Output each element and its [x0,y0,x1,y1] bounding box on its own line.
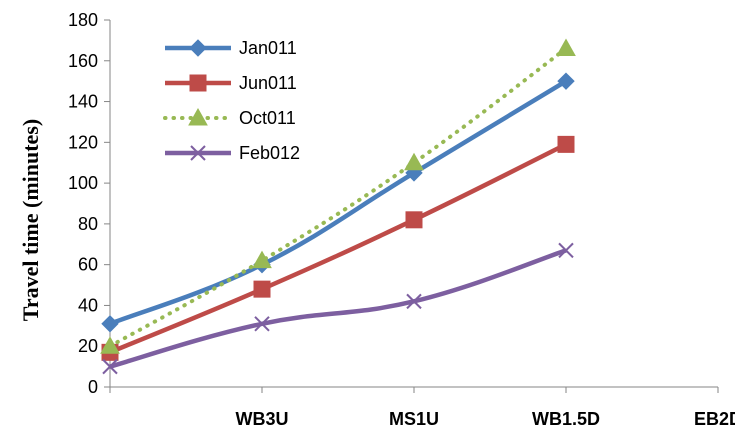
legend-entry: Jun011 [165,73,297,93]
series-line [109,142,568,355]
x-tick-labels: WB3U MS1U WB1.5D EB2D [236,409,735,429]
y-tick-label: 20 [78,336,98,356]
legend-label: Oct011 [239,108,296,128]
data-point [557,135,575,153]
data-point [404,152,424,171]
legend-label: Feb012 [239,143,300,163]
legend: Jan011 Jun011 Oct011 Feb012 [163,38,300,163]
legend-entry: Jan011 [165,38,297,58]
series-Jun011 [101,135,575,361]
y-tick-label: 40 [78,295,98,315]
series-lines [100,38,576,375]
series-line [109,79,568,326]
data-point [557,72,575,90]
legend-label: Jun011 [239,73,297,93]
legend-marker [188,107,208,126]
legend-entry: Feb012 [165,143,300,163]
series-Feb012 [102,242,574,375]
x-tick-label: WB1.5D [532,409,600,429]
series-line [109,248,567,369]
series-line [108,46,568,349]
x-tick-label: MS1U [389,409,439,429]
data-point [405,211,423,229]
y-tick-label: 120 [68,132,98,152]
x-tick-label: EB2D [694,409,735,429]
series-Oct011 [100,38,576,354]
data-point [252,250,272,269]
legend-marker [190,145,206,161]
y-tick-label: 180 [68,10,98,30]
data-point [558,242,574,259]
data-point [253,280,271,298]
data-point [406,293,422,310]
series-Jan011 [101,72,575,333]
y-tick-label: 0 [88,377,98,397]
x-tick-label: WB3U [236,409,289,429]
y-tick-label: 60 [78,255,98,275]
legend-marker [189,74,207,92]
legend-label: Jan011 [239,38,297,58]
data-point [556,38,576,57]
data-point [102,358,118,375]
data-point [254,316,270,332]
legend-marker [189,39,207,57]
y-tick-labels: 0 20 40 60 80 100 120 140 160 180 [68,10,98,397]
data-point [100,336,120,354]
y-tick-label: 140 [68,92,98,112]
y-tick-label: 100 [68,173,98,193]
legend-entry: Oct011 [163,107,296,128]
y-tick-label: 160 [68,51,98,71]
data-point [101,315,119,333]
y-axis-label: Travel time (minutes) [18,119,43,321]
y-tick-label: 80 [78,214,98,234]
